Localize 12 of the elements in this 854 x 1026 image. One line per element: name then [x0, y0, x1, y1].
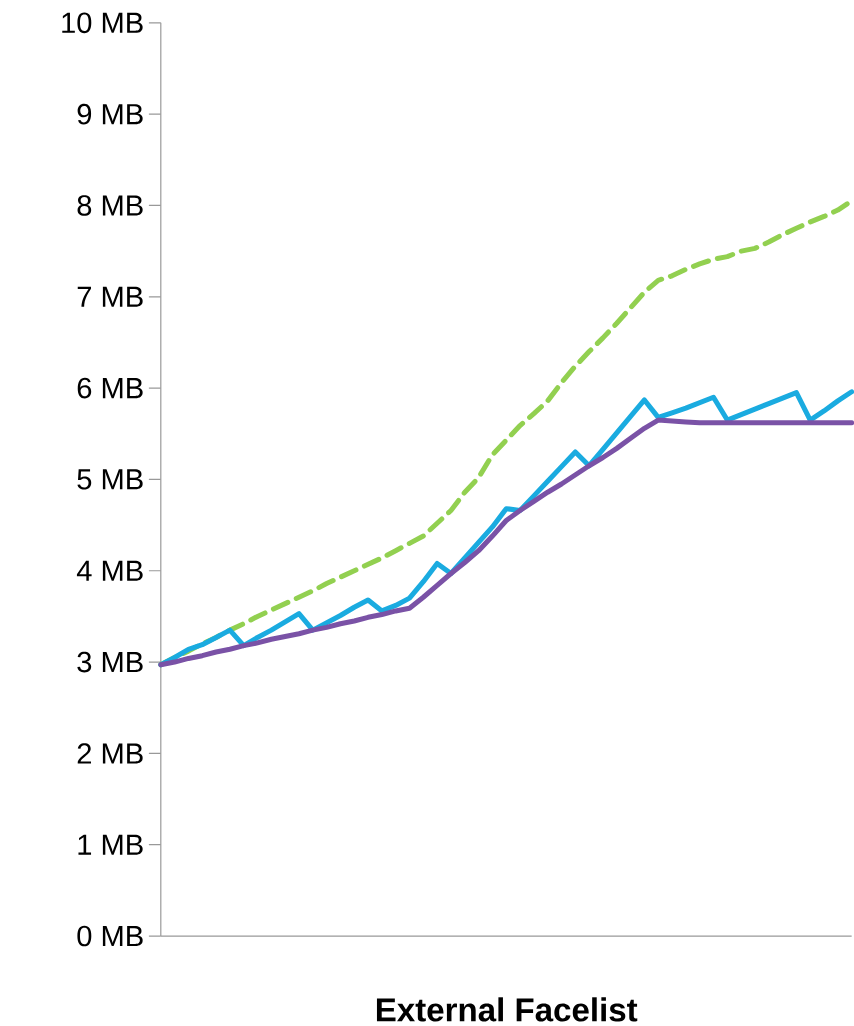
y-tick-label: 0 MB [77, 925, 143, 947]
x-axis-title: External Facelist [376, 997, 638, 1022]
y-tick-label: 5 MB [77, 469, 143, 490]
y-tick-label: 10 MB [62, 12, 143, 34]
y-tick-label: 6 MB [77, 377, 143, 399]
y-tick-label: 9 MB [77, 103, 143, 125]
y-tick-label: 2 MB [77, 743, 143, 764]
y-tick-label: 8 MB [77, 195, 143, 216]
y-tick-label: 3 MB [77, 651, 143, 673]
y-tick-label: 4 MB [76, 560, 143, 581]
y-tick-label: 7 MB [77, 286, 143, 307]
y-tick-label: 1 MB [78, 834, 143, 855]
